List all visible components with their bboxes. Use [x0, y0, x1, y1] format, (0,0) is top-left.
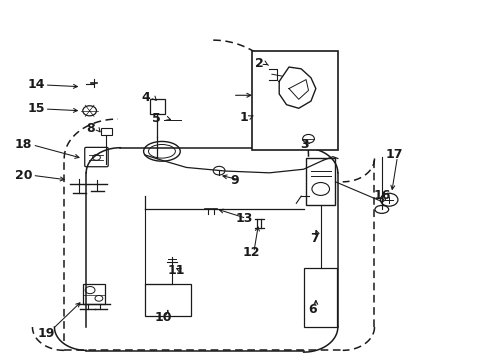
- Text: 17: 17: [386, 148, 403, 161]
- Text: 10: 10: [154, 311, 171, 324]
- Text: 13: 13: [235, 212, 253, 225]
- Text: 5: 5: [152, 112, 160, 125]
- Text: 11: 11: [168, 264, 185, 277]
- Text: 6: 6: [308, 303, 317, 316]
- Bar: [306, 158, 335, 205]
- Text: 16: 16: [373, 189, 391, 202]
- Bar: [145, 284, 191, 316]
- Text: 12: 12: [242, 246, 260, 259]
- Text: 1: 1: [239, 111, 248, 124]
- Bar: [252, 51, 338, 149]
- Text: 8: 8: [86, 122, 95, 135]
- Text: 19: 19: [37, 327, 55, 339]
- Text: 9: 9: [230, 174, 239, 186]
- Bar: [101, 128, 112, 135]
- Text: 15: 15: [27, 103, 45, 116]
- Text: 3: 3: [300, 138, 309, 151]
- Bar: [83, 284, 105, 304]
- Text: 2: 2: [255, 57, 264, 70]
- Text: 7: 7: [311, 232, 319, 245]
- Text: 14: 14: [27, 78, 45, 91]
- Text: 18: 18: [15, 138, 32, 151]
- Bar: [304, 268, 337, 327]
- Bar: [150, 99, 165, 114]
- Text: 20: 20: [15, 169, 32, 182]
- Text: 4: 4: [142, 91, 151, 104]
